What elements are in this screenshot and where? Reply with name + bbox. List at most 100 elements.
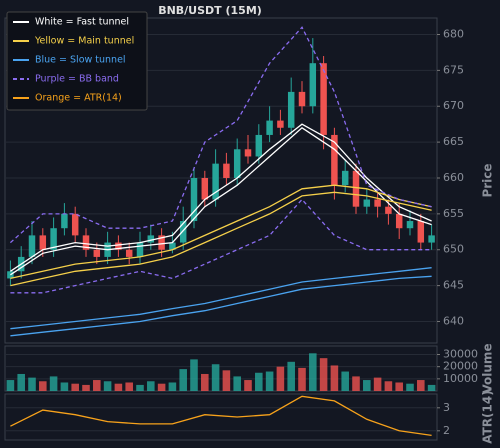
y-tick-label: 665 [443,135,464,148]
volume-bar [6,380,15,391]
volume-bar [395,382,403,391]
panel-frame [4,393,438,441]
candle-body [136,242,144,257]
y-tick-label: 660 [443,171,464,184]
y-tick-label: 650 [443,243,464,256]
volume-bar [71,383,79,391]
y-tick-label: 2 [443,424,450,437]
candle-body [320,63,327,135]
series-line [10,184,432,280]
candle-body [93,249,101,257]
candle-body [169,242,176,250]
candle-body [39,235,47,250]
volume-bar [28,377,36,391]
series-line [10,267,432,330]
candle-body [50,228,57,250]
candle-body [374,199,381,207]
volume-bar [103,381,112,391]
series-line [10,123,432,272]
volume-bar [39,381,47,391]
volume-bar [93,380,101,391]
candle-body [190,177,198,222]
candle-body [71,213,79,236]
candle-body [352,170,360,207]
volume-bar [406,383,414,391]
volume-bar [147,381,155,391]
candle-body [212,163,219,200]
volume-bar [190,359,198,391]
candle-body [277,120,284,128]
candle-body [82,235,90,250]
candle-body [158,235,165,250]
candle-body [309,63,317,107]
y-axis-title: ATR(14) [481,390,495,443]
volume-bar [352,376,360,391]
y-tick-label: 680 [443,28,464,41]
y-tick-label: 675 [443,63,464,76]
series-line [10,126,432,276]
candle-body [406,221,414,229]
volume-bar [319,358,328,391]
candle-body [244,149,252,157]
volume-bar [157,383,166,391]
series-line [10,275,432,337]
candle-body [147,235,155,243]
candle-body [331,134,338,186]
volume-bar [17,373,25,391]
y-tick-label: 640 [443,314,464,327]
candle-body [223,163,230,178]
candle-body [266,120,273,135]
y-tick-label: 20000 [443,360,478,373]
volume-bar [60,382,69,391]
y-tick-label: 655 [443,207,464,220]
candle-body [287,91,295,128]
candle-body [385,206,392,214]
candle-body [298,91,306,107]
volume-bar [298,367,306,391]
candle-body [428,235,435,243]
legend-label: Blue = Slow tunnel [35,55,126,66]
volume-bar [363,380,371,391]
volume-bar [341,371,349,391]
y-tick-label: 3 [443,401,450,414]
series-line [10,198,432,294]
series-line [10,395,432,437]
legend-box [6,11,148,111]
volume-bar [222,370,231,391]
volume-bar [330,365,339,391]
candle-body [28,235,36,257]
series-line [10,191,432,287]
series-line [9,26,432,244]
candle-body [125,249,133,257]
candle-body [7,271,14,279]
chart-title: BNB/USDT (15M) [158,4,262,17]
volume-bar [309,353,317,391]
candle-body [179,221,187,243]
candle-body [363,199,371,207]
legend-label: Orange = ATR(14) [35,93,122,104]
volume-bar [233,376,241,391]
panel-frame [4,17,438,344]
legend-label: Yellow = Main tunnel [34,36,134,47]
legend: White = Fast tunnel Yellow = Main tunnel B… [6,11,148,111]
volume-bar [417,380,425,391]
volume-bar [265,371,274,391]
y-tick-label: 30000 [443,348,478,361]
volume-bar [125,382,133,391]
volume-bar [82,384,90,391]
candle-body [61,213,68,229]
y-axis-title: Price [481,163,495,197]
volume-bar [373,377,382,391]
volume-bar [427,384,436,391]
volume-bar [179,369,187,391]
volume-bar [276,366,285,391]
volume-bar [136,384,144,391]
panel-frame [4,345,438,392]
candle-body [233,149,241,178]
volume-bar [201,373,209,391]
volume-bar [244,380,252,391]
volume-bar [168,382,177,391]
candle-body [395,213,403,229]
